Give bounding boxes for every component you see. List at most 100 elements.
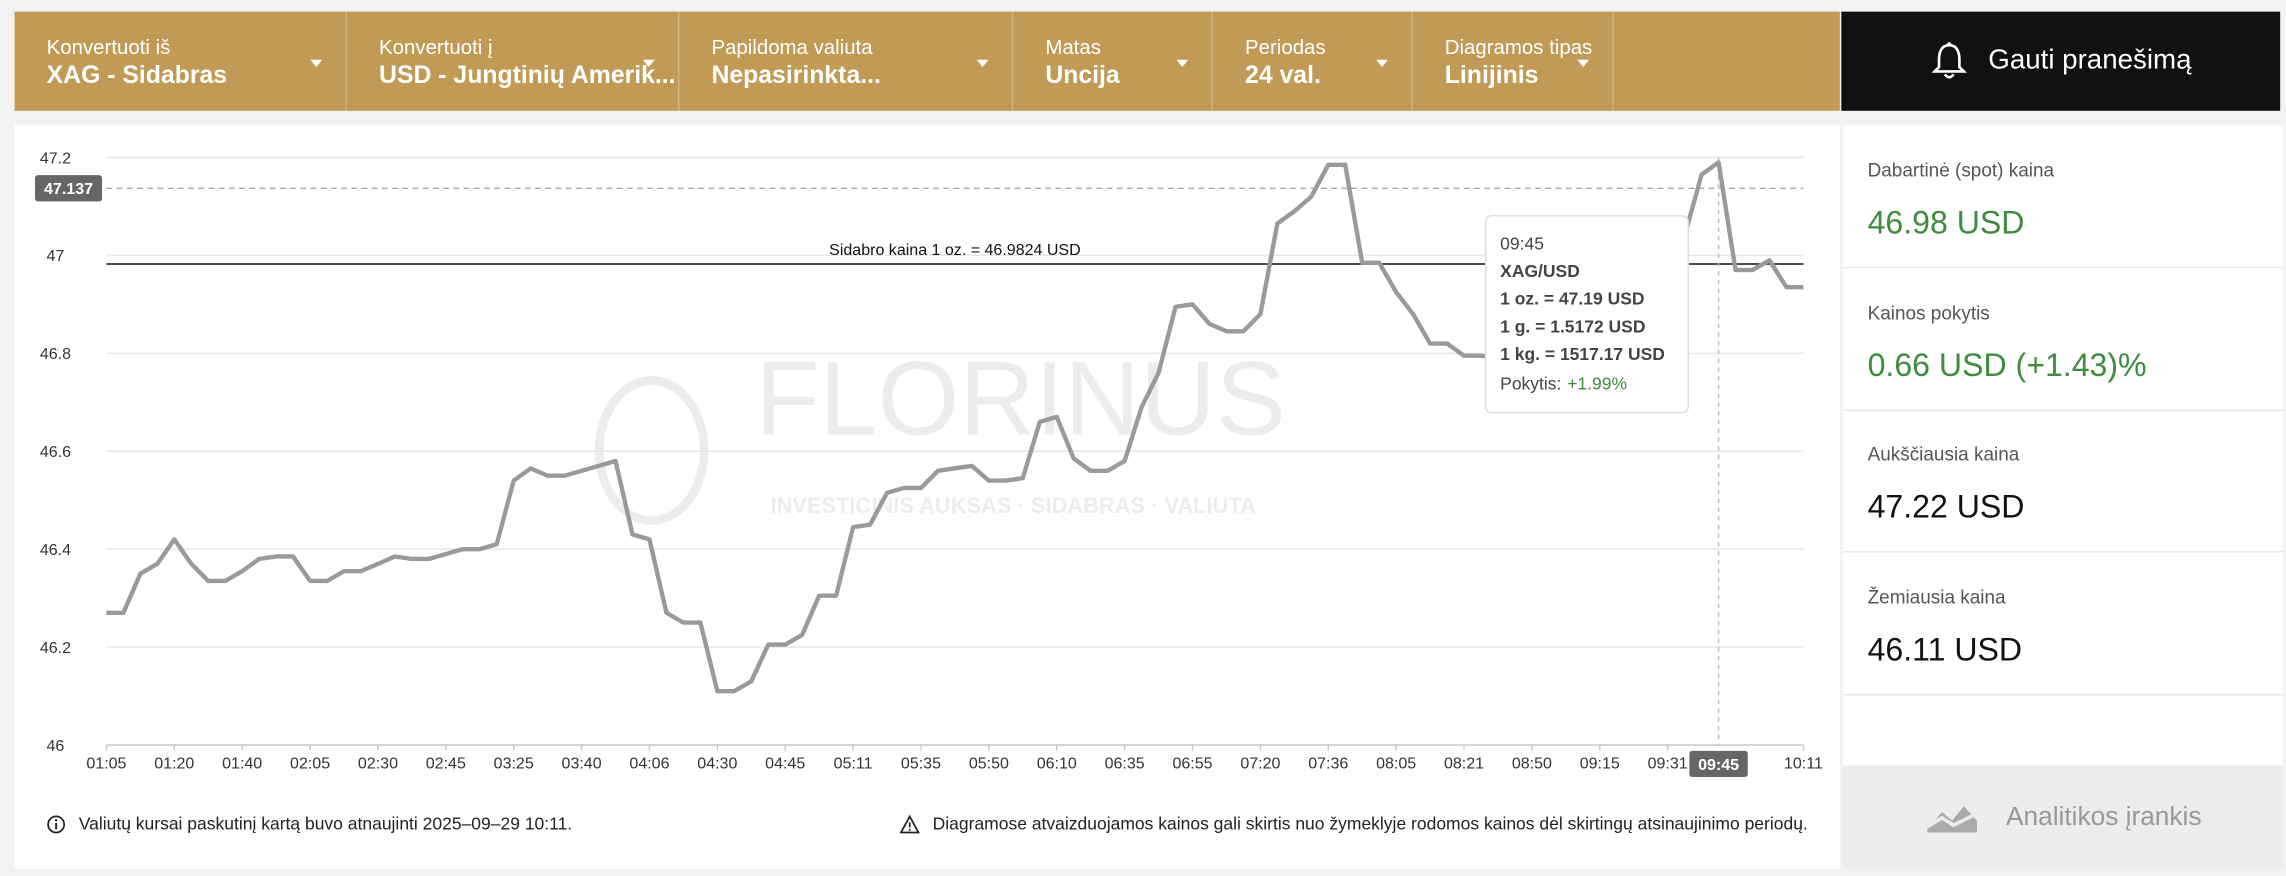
dropdown-value: 24 val. [1245, 61, 1321, 89]
dropdown-arrow [976, 59, 989, 68]
crosshair-y-badge [34, 175, 103, 202]
info-icon [47, 814, 66, 833]
stat-value: 46.98 USD [1867, 204, 2025, 241]
stat: Dabartinė (spot) kaina 46.98 USD [1842, 125, 2284, 269]
reference-label: Sidabro kaina 1 oz. = 46.9824 USD [829, 241, 1081, 259]
tooltip-change-value: +1.99% [1567, 373, 1627, 393]
y-tick-label: 46.8 [40, 345, 71, 363]
x-tick-label: 07:20 [1240, 754, 1280, 772]
x-tick-label: 02:30 [358, 754, 398, 772]
dropdown-label: Matas [1045, 34, 1101, 59]
y-tick-label: 46.6 [40, 443, 71, 461]
x-tick-label: 09:31 [1648, 754, 1688, 772]
x-tick-label: 10:11 [1784, 754, 1823, 772]
dropdown-arrow [310, 59, 323, 68]
x-tick-label: 06:55 [1172, 754, 1212, 772]
warning-icon [899, 814, 920, 833]
x-tick-label: 05:35 [901, 754, 941, 772]
dropdown-arrow [1176, 59, 1189, 68]
x-tick-label: 01:20 [154, 754, 194, 772]
alert-button-label: Gauti pranešimą [1988, 45, 2192, 76]
stat-label: Aukščiausia kaina [1867, 443, 2020, 466]
chart: FLORINUS INVESTICINIS AUKSAS · SIDABRAS … [34, 149, 1823, 778]
note: Diagramose atvaizduojamos kainos gali sk… [899, 814, 1808, 834]
x-tick-label: 02:05 [290, 754, 330, 772]
stat: Žemiausia kaina 46.11 USD [1842, 552, 2284, 695]
dropdown[interactable]: Diagramos tipas Linijinis [1413, 11, 1614, 111]
analytics-tool[interactable]: Analitikos įrankis [1842, 765, 2284, 869]
note-text: Diagramose atvaizduojamos kainos gali sk… [932, 813, 1808, 834]
watermark-title: FLORINUS [755, 340, 1286, 457]
x-tick-label: 03:40 [562, 754, 602, 772]
stat: Aukščiausia kaina 47.22 USD [1842, 410, 2284, 553]
stat-value: 46.11 USD [1867, 630, 2023, 667]
crosshair-y-label: 47.137 [44, 180, 93, 198]
bell-icon [1931, 42, 1967, 79]
dropdown[interactable]: Matas Uncija [1013, 11, 1213, 111]
dropdown-label: Konvertuoti į [379, 34, 493, 59]
y-tick-label: 46.2 [40, 639, 71, 657]
tooltip-change-label: Pokytis: [1500, 373, 1561, 393]
tool-label: Analitikos įrankis [2006, 801, 2202, 832]
dropdown-label: Papildoma valiuta [711, 34, 873, 59]
x-tick-label: 04:30 [697, 754, 737, 772]
note: Valiutų kursai paskutinį kartą buvo atna… [47, 814, 573, 834]
x-tick-label: 01:05 [86, 754, 126, 772]
x-tick-label: 03:25 [494, 754, 534, 772]
x-tick-label: 02:45 [426, 754, 466, 772]
dropdown[interactable]: Periodas 24 val. [1213, 11, 1413, 111]
x-tick-label: 01:40 [222, 754, 262, 772]
dropdown[interactable]: Konvertuoti iš XAG - Sidabras [15, 11, 347, 111]
watermark: FLORINUS INVESTICINIS AUKSAS · SIDABRAS … [594, 340, 1286, 525]
dropdown[interactable]: Papildoma valiuta Nepasirinkta... [679, 11, 1014, 111]
alert-button[interactable]: Gauti pranešimą [1841, 11, 2281, 111]
chart-panel: FLORINUS INVESTICINIS AUKSAS · SIDABRAS … [14, 125, 1840, 869]
dropdown-label: Diagramos tipas [1444, 34, 1593, 59]
x-tick-label: 08:50 [1512, 754, 1552, 772]
dropdown-arrow [642, 59, 655, 68]
x-tick-label: 07:36 [1308, 754, 1348, 772]
tooltip-line: 1 g. = 1.5172 USD [1500, 316, 1645, 336]
tool-icon [1926, 805, 1978, 832]
tooltip: 09:45 XAG/USD 1 oz. = 47.19 USD 1 g. = 1.51… [1484, 215, 1689, 414]
stat-label: Žemiausia kaina [1867, 585, 2006, 608]
dropdown-label: Periodas [1245, 34, 1326, 59]
stat-value: 0.66 USD (+1.43)% [1867, 346, 2147, 383]
tooltip-line: 1 oz. = 47.19 USD [1500, 289, 1644, 309]
tooltip-box [1484, 215, 1689, 414]
dropdown-value: USD - Jungtinių Amerik... [379, 61, 676, 89]
dropdown-label: Konvertuoti iš [46, 34, 171, 59]
stat: Kainos pokytis 0.66 USD (+1.43)% [1842, 268, 2284, 411]
dropdown-arrow [1376, 59, 1388, 68]
dropdown-value: Linijinis [1444, 61, 1539, 89]
dropdown-value: Uncija [1045, 61, 1120, 89]
y-tick-label: 46.4 [40, 541, 71, 559]
y-tick-label: 47 [46, 247, 64, 265]
y-tick-label: 47.2 [40, 149, 71, 167]
x-tick-label: 04:06 [629, 754, 669, 772]
x-tick-label: 05:11 [834, 754, 873, 772]
x-tick-label: 08:05 [1376, 754, 1416, 772]
crosshair-x-label: 09:45 [1698, 756, 1739, 774]
x-tick-label: 08:21 [1444, 754, 1484, 772]
dropdown[interactable]: Konvertuoti į USD - Jungtinių Amerik... [347, 11, 680, 111]
dropdown-value: XAG - Sidabras [46, 61, 228, 89]
x-tick-label: 09:15 [1580, 754, 1620, 772]
x-tick-label: 06:35 [1105, 754, 1145, 772]
tooltip-change: Pokytis: +1.99% [1500, 373, 1627, 393]
tooltip-line: 1 kg. = 1517.17 USD [1500, 344, 1665, 364]
x-tick-label: 04:45 [765, 754, 805, 772]
x-tick-label: 05:50 [969, 754, 1009, 772]
crosshair-x-badge [1689, 750, 1748, 778]
stat-label: Dabartinė (spot) kaina [1867, 158, 2055, 181]
stat-value: 47.22 USD [1867, 488, 2025, 525]
watermark-subtitle: INVESTICINIS AUKSAS · SIDABRAS · VALIUTA [771, 493, 1257, 518]
x-tick-label: 06:10 [1037, 754, 1077, 772]
tooltip-title: XAG/USD [1500, 261, 1580, 281]
stat-label: Kainos pokytis [1867, 301, 1990, 323]
note-text: Valiutų kursai paskutinį kartą buvo atna… [78, 813, 573, 834]
dropdown-value: Nepasirinkta... [711, 61, 881, 89]
toolbar: Konvertuoti iš XAG - Sidabras Konvertuoti … [14, 11, 1840, 111]
y-tick-label: 46 [46, 737, 64, 755]
